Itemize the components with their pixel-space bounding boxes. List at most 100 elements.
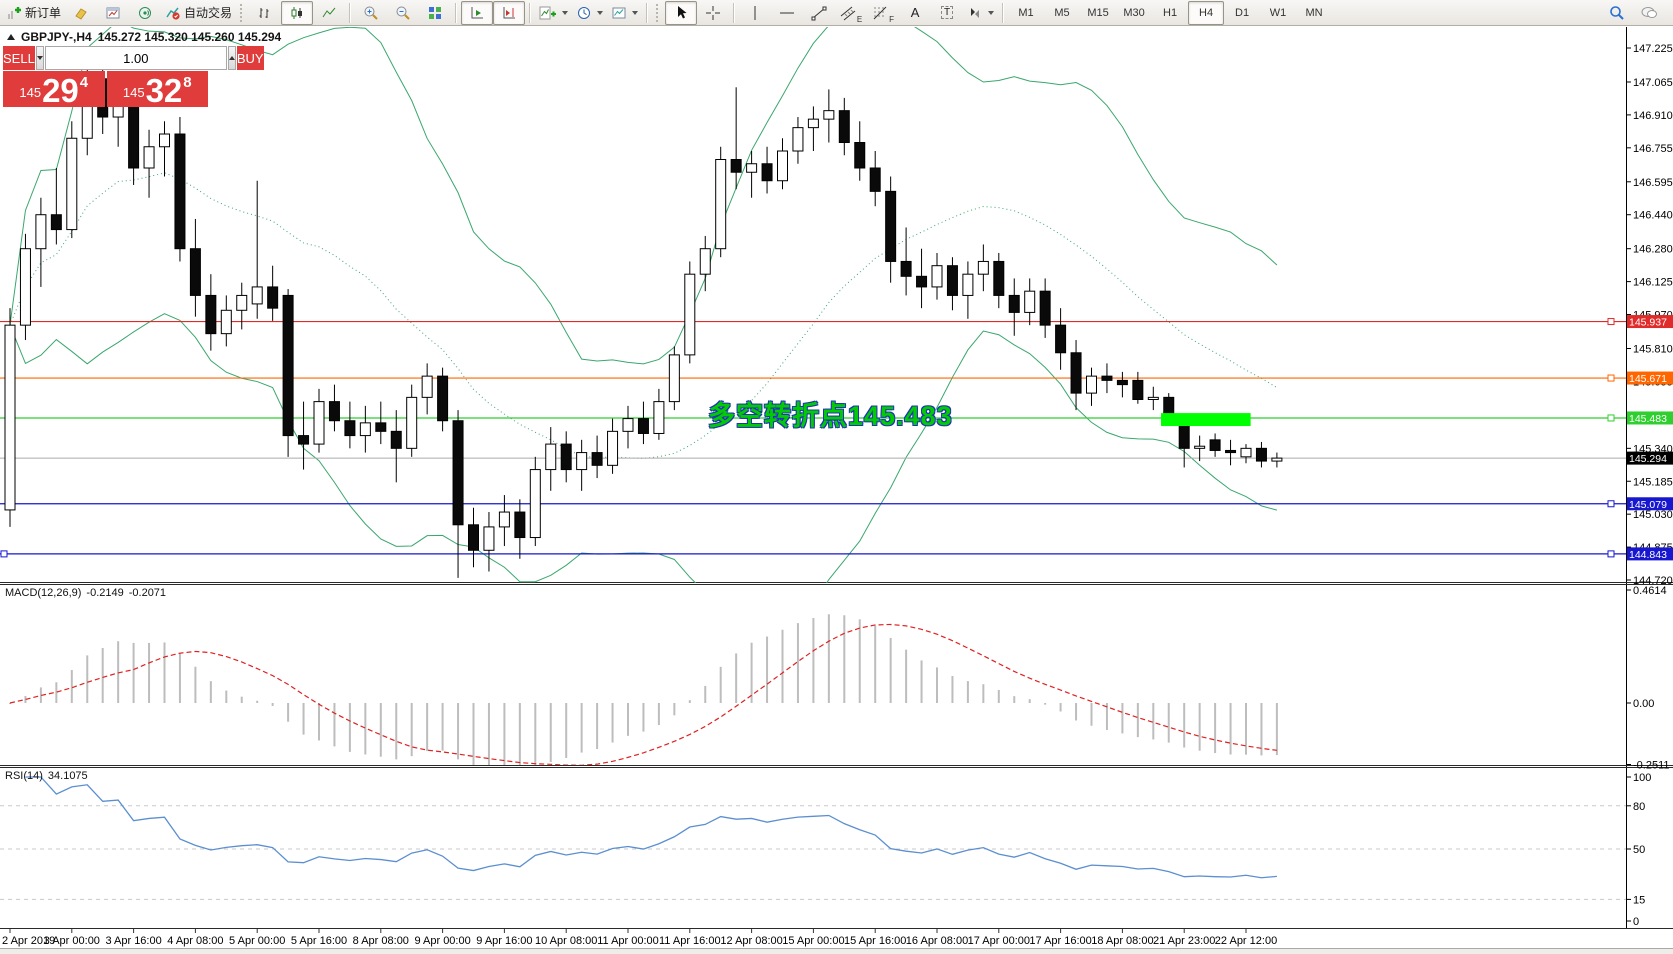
candle-body [622,418,634,432]
crosshair-tool-button[interactable] [697,1,729,25]
cursor-tool-button[interactable] [665,0,698,25]
svg-text:145.079: 145.079 [1629,499,1667,511]
candle-body [807,118,819,129]
chart-title: GBPJPY-,H4 [21,30,92,44]
svg-text:9 Apr 16:00: 9 Apr 16:00 [476,935,532,947]
macd-histogram-bar [271,703,274,706]
candle-body [885,190,897,262]
chart-window-icon [105,5,121,21]
candle-body [1039,290,1051,326]
hline-handle[interactable] [1607,414,1615,422]
hline-handle[interactable] [1607,318,1615,326]
macd-histogram-bar [627,703,629,736]
candle-body [1147,396,1159,400]
timeframe-button-w1[interactable]: W1 [1269,6,1287,19]
signals-button[interactable] [129,1,161,25]
volume-increase-button[interactable] [227,46,236,70]
history-center-button[interactable] [65,1,97,25]
macd-histogram-bar [796,623,799,703]
macd-histogram-bar [209,681,212,703]
rsi-value: 34.1075 [47,770,88,782]
macd-histogram-bar [549,703,552,762]
hline-handle[interactable] [1607,500,1615,508]
search-button[interactable] [1601,1,1633,25]
vertical-line-tool-button[interactable] [739,1,771,25]
svg-text:145.937: 145.937 [1629,317,1667,329]
autotrading-button[interactable]: 自动交易 [161,1,236,25]
arrow-shapes-icon [967,5,983,21]
macd-histogram-bar [39,687,42,703]
macd-histogram-bar [410,703,413,757]
arrows-tool-button[interactable] [963,1,998,25]
new-chart-button[interactable] [97,1,129,25]
horizontal-line-tool-button[interactable] [771,1,803,25]
indicators-button[interactable] [535,1,572,25]
trendline-tool-button[interactable] [803,1,835,25]
macd-histogram-bar [225,690,228,703]
sell-button[interactable]: SELL [3,46,35,70]
timeframe-button-m30[interactable]: M30 [1123,6,1145,19]
hline-handle[interactable] [1607,374,1615,382]
svg-text:5 Apr 00:00: 5 Apr 00:00 [229,935,285,947]
candle-body [1240,447,1252,458]
indicators-icon [539,5,557,21]
hline-handle[interactable] [1607,550,1615,558]
price-chart-canvas[interactable]: 147.225 147.065 146.910 146.755 146.595 146.4… [0,27,1673,948]
chart-shift-button[interactable] [493,0,526,25]
highlight-zone-rectangle[interactable] [1161,413,1251,427]
text-label-icon: T [940,6,954,19]
chat-button[interactable] [1633,1,1665,25]
templates-button[interactable] [607,1,642,25]
volume-input[interactable] [44,46,227,70]
timeframe-button-m1[interactable]: M1 [1018,6,1034,19]
candle-body [838,110,850,144]
bar-chart-button[interactable] [249,1,281,25]
timeframe-button-m5[interactable]: M5 [1054,6,1070,19]
svg-text:146.910: 146.910 [1633,110,1673,122]
buy-button[interactable]: BUY [236,46,264,70]
macd-histogram-bar [379,703,382,757]
macd-histogram-bar [657,703,660,726]
buy-price-prefix: 145 [122,85,145,100]
macd-indicator [9,614,1278,765]
line-chart-button[interactable] [313,1,345,25]
dropdown-arrow-icon [988,10,995,15]
candle-body [375,422,387,432]
macd-histogram-bar [735,653,738,703]
zoom-out-button[interactable] [387,1,419,25]
buy-price[interactable]: 145 32 8 [106,71,208,107]
sell-price-big: 29 [42,72,79,109]
timeframe-button-d1[interactable]: D1 [1235,6,1250,19]
macd-histogram-bar [596,703,599,750]
macd-histogram-bar [1198,703,1201,751]
fibonacci-tool-button[interactable]: F [867,1,899,25]
tile-windows-button[interactable] [419,1,451,25]
periods-button[interactable] [572,1,607,25]
zoom-in-button[interactable] [355,1,387,25]
svg-text:8 Apr 08:00: 8 Apr 08:00 [353,935,409,947]
horizontal-line-icon [779,7,795,19]
candle-body [730,158,742,173]
timeframe-button-h1[interactable]: H1 [1163,6,1178,19]
candle-body [1194,445,1206,449]
candle-body [344,420,356,437]
candle-body [684,273,696,356]
auto-scroll-button[interactable] [461,0,494,25]
chat-icon [1640,5,1658,21]
timeframe-button-m15[interactable]: M15 [1087,6,1109,19]
macd-histogram-bar [348,703,351,752]
timeframe-button-mn[interactable]: MN [1305,6,1323,19]
text-label-tool-button[interactable]: T [931,1,963,25]
sell-price[interactable]: 145 29 4 [3,71,105,107]
channel-tool-button[interactable]: E [835,1,867,25]
chart-annotation-text[interactable]: 多空转折点145.483 [708,401,953,431]
timeframe-button-h4[interactable]: H4 [1188,0,1225,25]
new-order-button[interactable]: 新订单 [2,1,65,25]
volume-decrease-button[interactable] [35,46,44,70]
text-tool-button[interactable]: A [899,1,931,25]
candlestick-chart-button[interactable] [281,0,314,25]
macd-histogram-bar [827,614,830,703]
macd-histogram-bar [487,703,490,765]
hline-handle[interactable] [0,550,8,558]
candle-body [607,430,619,466]
